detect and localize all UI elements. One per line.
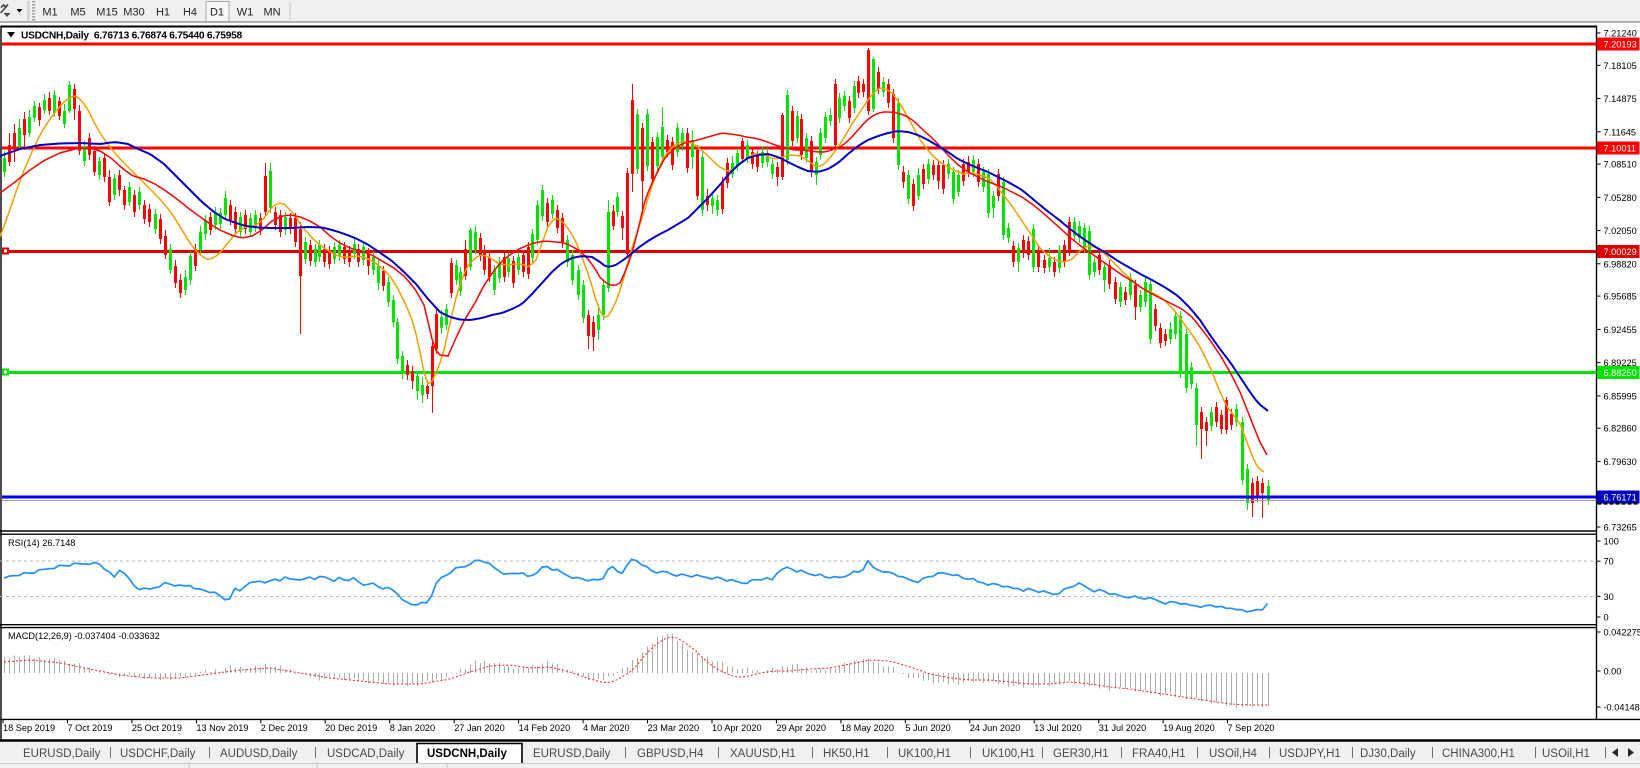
svg-text:FRA40,H1: FRA40,H1 bbox=[1132, 748, 1186, 760]
svg-text:6.92455: 6.92455 bbox=[1604, 325, 1637, 335]
svg-text:GER30,H1: GER30,H1 bbox=[1053, 748, 1109, 760]
svg-text:31 Jul 2020: 31 Jul 2020 bbox=[1099, 723, 1147, 733]
svg-text:M5: M5 bbox=[70, 7, 85, 19]
svg-text:13 Jul 2020: 13 Jul 2020 bbox=[1034, 723, 1082, 733]
svg-text:H1: H1 bbox=[156, 7, 170, 19]
svg-text:8 Jan 2020: 8 Jan 2020 bbox=[390, 723, 435, 733]
svg-text:14 Feb 2020: 14 Feb 2020 bbox=[519, 723, 571, 733]
svg-text:6.85995: 6.85995 bbox=[1604, 391, 1637, 401]
svg-text:7 Sep 2020: 7 Sep 2020 bbox=[1228, 723, 1275, 733]
svg-text:H4: H4 bbox=[183, 7, 197, 19]
svg-text:25 Oct 2019: 25 Oct 2019 bbox=[132, 723, 182, 733]
svg-text:EURUSD,Daily: EURUSD,Daily bbox=[533, 748, 611, 760]
svg-text:USDCNH,Daily: USDCNH,Daily bbox=[427, 748, 507, 760]
svg-text:USOil,H4: USOil,H4 bbox=[1209, 748, 1258, 760]
svg-text:30: 30 bbox=[1604, 592, 1614, 602]
svg-text:18 Sep 2019: 18 Sep 2019 bbox=[3, 723, 55, 733]
svg-text:GBPUSD,H4: GBPUSD,H4 bbox=[637, 748, 704, 760]
svg-text:XAUUSD,H1: XAUUSD,H1 bbox=[730, 748, 796, 760]
svg-text:UK100,H1: UK100,H1 bbox=[982, 748, 1035, 760]
svg-text:7.00029: 7.00029 bbox=[1604, 247, 1637, 257]
svg-text:24 Jun 2020: 24 Jun 2020 bbox=[970, 723, 1021, 733]
svg-text:29 Apr 2020: 29 Apr 2020 bbox=[776, 723, 826, 733]
svg-text:70: 70 bbox=[1604, 557, 1614, 567]
svg-text:6.79630: 6.79630 bbox=[1604, 457, 1637, 467]
svg-text:7.20193: 7.20193 bbox=[1604, 40, 1637, 50]
svg-text:18 May 2020: 18 May 2020 bbox=[841, 723, 894, 733]
svg-text:DJ30,Daily: DJ30,Daily bbox=[1360, 748, 1416, 760]
svg-text:7.02050: 7.02050 bbox=[1604, 226, 1637, 236]
svg-text:23 Mar 2020: 23 Mar 2020 bbox=[648, 723, 700, 733]
svg-text:USDJPY,H1: USDJPY,H1 bbox=[1279, 748, 1341, 760]
svg-text:MN: MN bbox=[263, 7, 280, 19]
svg-text:USDCNH,Daily 6.76713 6.76874: USDCNH,Daily 6.76713 6.76874 6.75440 6.7… bbox=[21, 31, 243, 42]
svg-text:RSI(14) 26.7148: RSI(14) 26.7148 bbox=[8, 538, 75, 548]
svg-text:7.14875: 7.14875 bbox=[1604, 94, 1637, 104]
svg-text:0.00: 0.00 bbox=[1604, 667, 1622, 677]
svg-text:10 Apr 2020: 10 Apr 2020 bbox=[712, 723, 762, 733]
svg-text:100: 100 bbox=[1604, 537, 1619, 547]
svg-text:USOil,H1: USOil,H1 bbox=[1542, 748, 1590, 760]
svg-text:7.08510: 7.08510 bbox=[1604, 160, 1637, 170]
svg-text:19 Aug 2020: 19 Aug 2020 bbox=[1163, 723, 1215, 733]
svg-text:7.10011: 7.10011 bbox=[1604, 144, 1637, 154]
svg-text:6.89225: 6.89225 bbox=[1604, 358, 1637, 368]
svg-text:AUDUSD,Daily: AUDUSD,Daily bbox=[220, 748, 298, 760]
svg-text:13 Nov 2019: 13 Nov 2019 bbox=[196, 723, 248, 733]
svg-text:27 Jan 2020: 27 Jan 2020 bbox=[454, 723, 505, 733]
svg-text:6.98820: 6.98820 bbox=[1604, 259, 1637, 269]
svg-text:USDCAD,Daily: USDCAD,Daily bbox=[327, 748, 405, 760]
svg-text:M15: M15 bbox=[96, 7, 117, 19]
svg-text:4 Mar 2020: 4 Mar 2020 bbox=[583, 723, 629, 733]
svg-text:CHINA300,H1: CHINA300,H1 bbox=[1442, 748, 1515, 760]
svg-text:-0.04148: -0.04148 bbox=[1604, 703, 1640, 713]
svg-text:20 Dec 2019: 20 Dec 2019 bbox=[325, 723, 377, 733]
svg-text:7.05280: 7.05280 bbox=[1604, 193, 1637, 203]
svg-text:6.88250: 6.88250 bbox=[1604, 368, 1637, 378]
svg-text:W1: W1 bbox=[237, 7, 254, 19]
svg-text:M30: M30 bbox=[123, 7, 144, 19]
svg-text:7.11645: 7.11645 bbox=[1604, 127, 1637, 137]
svg-text:0: 0 bbox=[1604, 613, 1609, 623]
svg-text:0.042275: 0.042275 bbox=[1604, 628, 1640, 638]
svg-text:6.73265: 6.73265 bbox=[1604, 523, 1637, 533]
svg-text:MACD(12,26,9) -0.037404 -0.033: MACD(12,26,9) -0.037404 -0.033632 bbox=[8, 631, 160, 641]
svg-text:7.18105: 7.18105 bbox=[1604, 61, 1637, 71]
svg-text:2 Dec 2019: 2 Dec 2019 bbox=[261, 723, 308, 733]
svg-text:M1: M1 bbox=[42, 7, 57, 19]
svg-text:7.21240: 7.21240 bbox=[1604, 29, 1637, 39]
svg-text:HK50,H1: HK50,H1 bbox=[823, 748, 870, 760]
svg-text:5 Jun 2020: 5 Jun 2020 bbox=[905, 723, 950, 733]
svg-text:7 Oct 2019: 7 Oct 2019 bbox=[68, 723, 113, 733]
svg-text:D1: D1 bbox=[210, 7, 224, 19]
svg-text:6.82860: 6.82860 bbox=[1604, 424, 1637, 434]
svg-text:UK100,H1: UK100,H1 bbox=[898, 748, 951, 760]
svg-text:USDCHF,Daily: USDCHF,Daily bbox=[120, 748, 196, 760]
svg-text:EURUSD,Daily: EURUSD,Daily bbox=[23, 748, 101, 760]
svg-text:6.76171: 6.76171 bbox=[1604, 493, 1637, 503]
svg-text:6.95685: 6.95685 bbox=[1604, 292, 1637, 302]
